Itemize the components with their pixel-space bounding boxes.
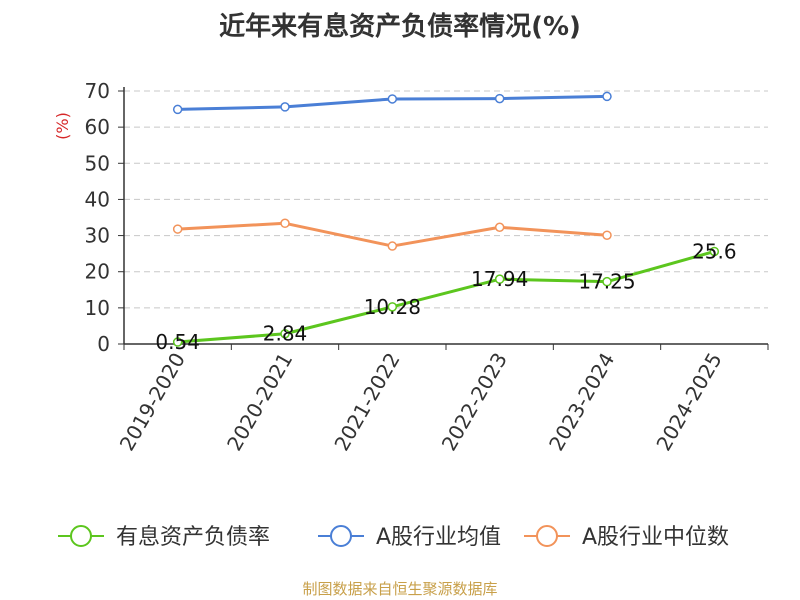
data-label: 17.25	[578, 270, 635, 294]
grid-layer	[124, 90, 768, 309]
data-label-layer: 0.54 2.84 10.28 17.94 17.25 25.6	[155, 239, 736, 354]
data-point	[602, 91, 612, 102]
data-point	[172, 104, 183, 115]
source-note: 制图数据来自恒生聚源数据库	[302, 580, 498, 598]
series-layer	[172, 91, 720, 347]
data-point	[280, 102, 290, 112]
data-point	[494, 93, 505, 104]
data-label: 17.94	[471, 267, 528, 291]
data-label: 10.28	[364, 295, 421, 319]
legend-label: A股行业均值	[376, 525, 501, 550]
y-tick-label: 50	[85, 151, 110, 175]
data-point	[602, 276, 612, 287]
x-tick-label: 2023-2024	[544, 349, 619, 455]
data-point	[387, 302, 398, 312]
legend-marker	[70, 525, 92, 547]
data-label: 2.84	[263, 322, 308, 346]
data-point	[494, 222, 505, 233]
data-point	[172, 224, 183, 234]
data-point	[280, 328, 290, 339]
legend-marker	[330, 525, 352, 547]
chart-title: 近年来有息资产负债率情况(%)	[219, 12, 581, 42]
legend-label: A股行业中位数	[582, 525, 729, 550]
data-point	[172, 337, 183, 347]
y-tick-label: 30	[85, 224, 110, 248]
legend-label: 有息资产负债率	[116, 525, 270, 550]
y-tick-label: 60	[85, 115, 110, 139]
data-point	[602, 230, 612, 240]
y-tick-label: 70	[85, 79, 110, 103]
data-label: 25.6	[692, 239, 737, 263]
data-point	[494, 274, 505, 284]
y-tick-label: 40	[85, 187, 110, 211]
x-tick-label: 2020-2021	[222, 349, 297, 455]
data-point	[387, 94, 398, 104]
x-tick-label: 2024-2025	[651, 349, 726, 455]
series-line	[177, 250, 715, 344]
y-tick-label: 10	[85, 296, 110, 320]
x-tick-label: 2021-2022	[329, 349, 404, 455]
data-point	[280, 218, 290, 229]
x-tick-label: 2019-2020	[115, 349, 190, 455]
data-label: 0.54	[155, 330, 200, 354]
data-point	[387, 241, 398, 251]
data-point	[709, 246, 720, 257]
legend-marker	[536, 525, 558, 547]
y-tick-label: 20	[85, 260, 110, 284]
y-tick-label: 0	[97, 332, 110, 356]
y-axis-label: (%)	[53, 112, 72, 140]
legend: 有息资产负债率 A股行业均值 A股行业中位数	[58, 525, 729, 550]
x-tick-label: 2022-2023	[437, 348, 512, 454]
